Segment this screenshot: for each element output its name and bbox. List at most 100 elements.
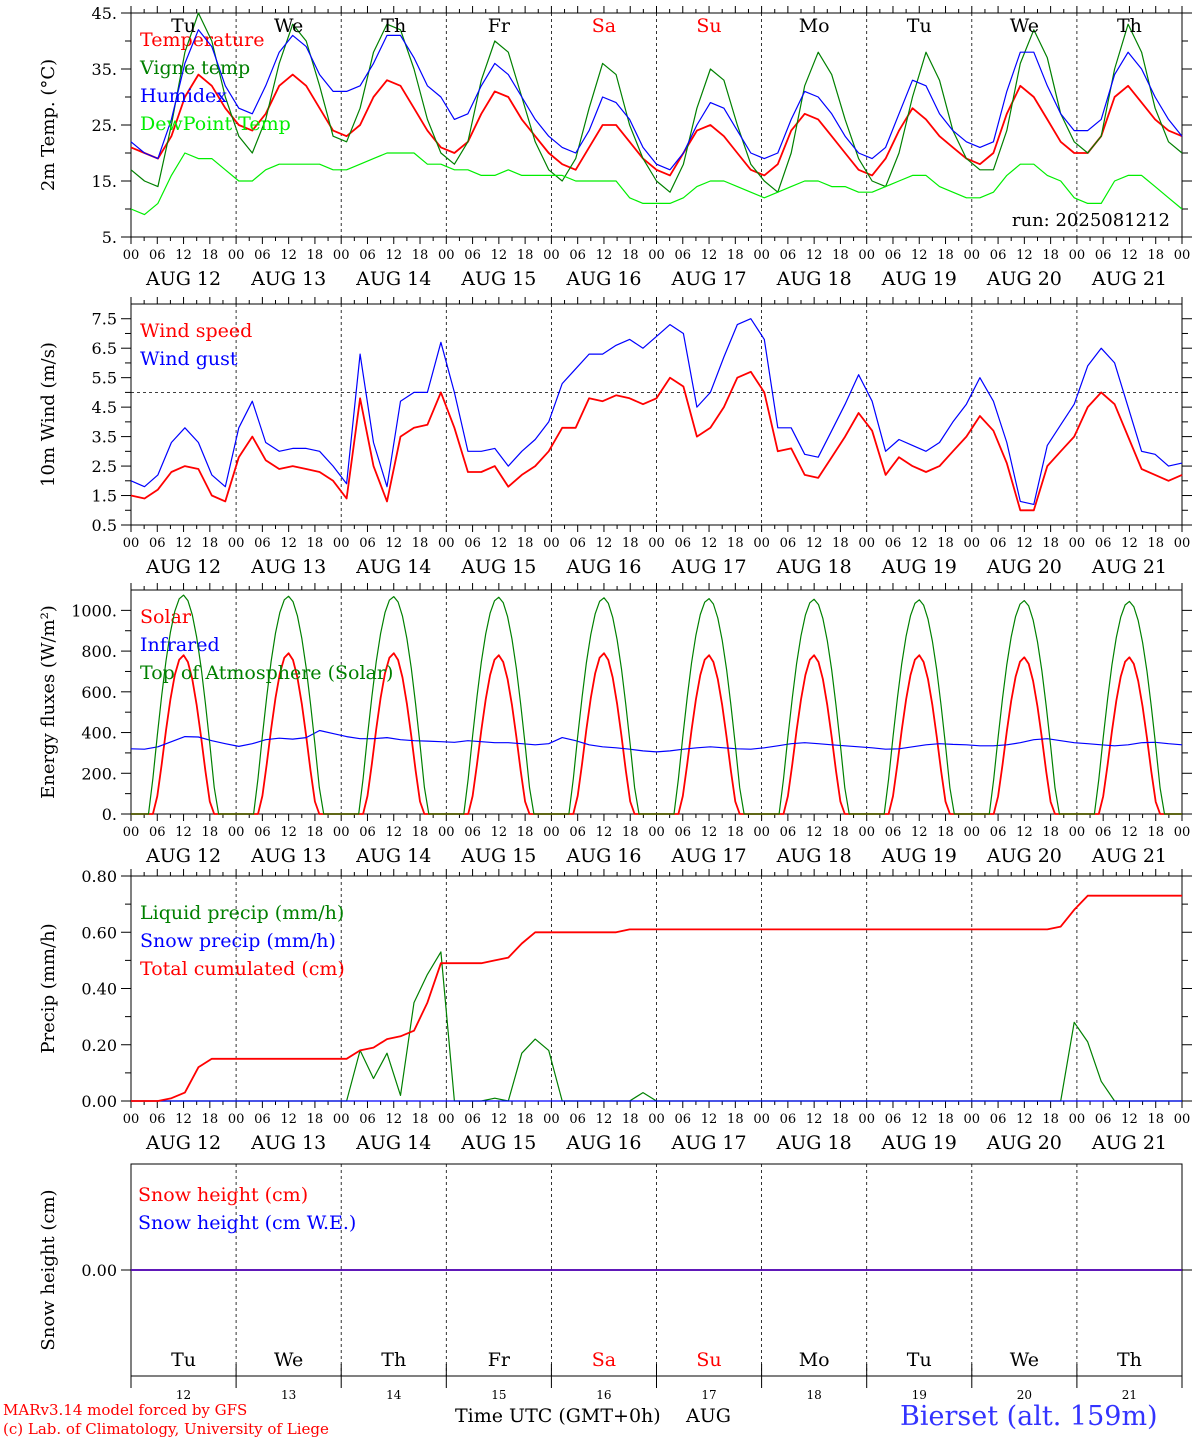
date-label: AUG 21	[1091, 845, 1167, 867]
hour-tick-label: 00	[438, 1112, 455, 1127]
date-label: AUG 13	[250, 845, 326, 867]
hour-tick-label: 12	[175, 1112, 192, 1127]
hour-tick-label: 12	[806, 536, 823, 551]
series-line-vigne-temp	[130, 12, 1183, 193]
hour-tick-label: 18	[1147, 536, 1164, 551]
hour-tick-label: 06	[254, 825, 271, 840]
hour-tick-label: 00	[123, 825, 140, 840]
date-label: AUG 19	[881, 1132, 957, 1154]
hour-tick-label: 12	[280, 1112, 297, 1127]
legend-label: Temperature	[140, 29, 264, 51]
hour-tick-label: 18	[202, 248, 219, 263]
hour-tick-label: 12	[175, 536, 192, 551]
hour-tick-label: 06	[149, 1112, 166, 1127]
legend-label: Liquid precip (mm/h)	[140, 902, 344, 924]
hour-tick-label: 12	[701, 1112, 718, 1127]
model-credit: MARv3.14 model forced by GFS	[3, 1401, 248, 1419]
hour-tick-label: 18	[412, 536, 429, 551]
series-line-temperature	[130, 73, 1183, 177]
hour-tick-label: 18	[937, 536, 954, 551]
hour-tick-label: 00	[543, 825, 560, 840]
hour-tick-label: 00	[964, 825, 981, 840]
x-axis-title: Time UTC (GMT+0h)	[455, 1405, 661, 1427]
hour-tick-label: 00	[333, 248, 350, 263]
hour-tick-label: 06	[780, 825, 797, 840]
hour-tick-label: 00	[123, 536, 140, 551]
hour-tick-label: 00	[1174, 825, 1191, 840]
hour-tick-label: 06	[464, 825, 481, 840]
hour-tick-label: 18	[1147, 248, 1164, 263]
series-line-total-cumulated-cm-	[131, 894, 1182, 1102]
hour-tick-label: 00	[1174, 536, 1191, 551]
hour-tick-label: 06	[359, 536, 376, 551]
weekday-label: We	[274, 15, 303, 37]
hour-tick-label: 00	[858, 1112, 875, 1127]
hour-tick-label: 18	[1042, 248, 1059, 263]
legend-label: Wind speed	[140, 320, 252, 342]
weekday-label: Su	[696, 15, 721, 37]
hour-tick-label: 18	[937, 1112, 954, 1127]
hour-tick-label: 06	[569, 825, 586, 840]
hour-tick-label: 18	[727, 536, 744, 551]
hour-tick-label: 06	[464, 536, 481, 551]
day-number-label: 19	[912, 1388, 927, 1402]
y-tick-label: 1000.	[71, 601, 117, 620]
y-tick-label: 600.	[81, 683, 117, 702]
hour-tick-label: 00	[228, 1112, 245, 1127]
x-axis-month: AUG	[686, 1405, 731, 1427]
date-label: AUG 15	[460, 1132, 536, 1154]
hour-tick-label: 00	[648, 536, 665, 551]
hour-tick-label: 00	[753, 1112, 770, 1127]
hour-tick-label: 18	[937, 248, 954, 263]
legend-label: DewPoint Temp	[140, 113, 291, 135]
hour-tick-label: 00	[228, 536, 245, 551]
weekday-label: Sa	[592, 1349, 616, 1371]
hour-tick-label: 06	[990, 1112, 1007, 1127]
hour-tick-label: 06	[569, 248, 586, 263]
date-label: AUG 16	[565, 556, 641, 578]
hour-tick-label: 18	[307, 825, 324, 840]
hour-tick-label: 06	[675, 825, 692, 840]
y-tick-label: 0.00	[81, 1261, 117, 1280]
hour-tick-label: 12	[491, 536, 508, 551]
hour-tick-label: 18	[727, 1112, 744, 1127]
hour-tick-label: 00	[438, 825, 455, 840]
hour-tick-label: 00	[228, 248, 245, 263]
series-line-top-of-atmosphere-solar-	[131, 594, 1182, 815]
day-number-label: 20	[1017, 1388, 1032, 1402]
date-label: AUG 13	[250, 268, 326, 290]
legend-label: Wind gust	[140, 348, 238, 370]
legend-label: Humidex	[140, 85, 227, 107]
date-label: AUG 15	[460, 268, 536, 290]
hour-tick-label: 18	[937, 825, 954, 840]
hour-tick-label: 18	[1042, 536, 1059, 551]
hour-tick-label: 00	[964, 248, 981, 263]
y-axis-title: 2m Temp. (°C)	[38, 59, 59, 191]
hour-tick-label: 06	[885, 536, 902, 551]
hour-tick-label: 12	[701, 825, 718, 840]
hour-tick-label: 00	[648, 825, 665, 840]
hour-tick-label: 12	[911, 825, 928, 840]
hour-tick-label: 06	[359, 248, 376, 263]
series-line-dewpoint-temp	[130, 152, 1183, 216]
day-number-label: 16	[596, 1388, 611, 1402]
hour-tick-label: 12	[175, 825, 192, 840]
hour-tick-label: 18	[727, 825, 744, 840]
weekday-label: Su	[696, 1349, 721, 1371]
hour-tick-label: 06	[149, 248, 166, 263]
hour-tick-label: 06	[464, 1112, 481, 1127]
date-label: AUG 16	[565, 1132, 641, 1154]
hour-tick-label: 00	[438, 536, 455, 551]
y-tick-label: 35.	[92, 60, 117, 79]
weekday-label: Th	[1117, 1349, 1142, 1371]
date-label: AUG 12	[145, 845, 221, 867]
date-label: AUG 14	[355, 556, 431, 578]
hour-tick-label: 12	[911, 248, 928, 263]
hour-tick-label: 00	[1069, 536, 1086, 551]
hour-tick-label: 00	[333, 1112, 350, 1127]
date-label: AUG 17	[670, 845, 746, 867]
hour-tick-label: 06	[1095, 1112, 1112, 1127]
hour-tick-label: 06	[359, 825, 376, 840]
hour-tick-label: 06	[1095, 825, 1112, 840]
